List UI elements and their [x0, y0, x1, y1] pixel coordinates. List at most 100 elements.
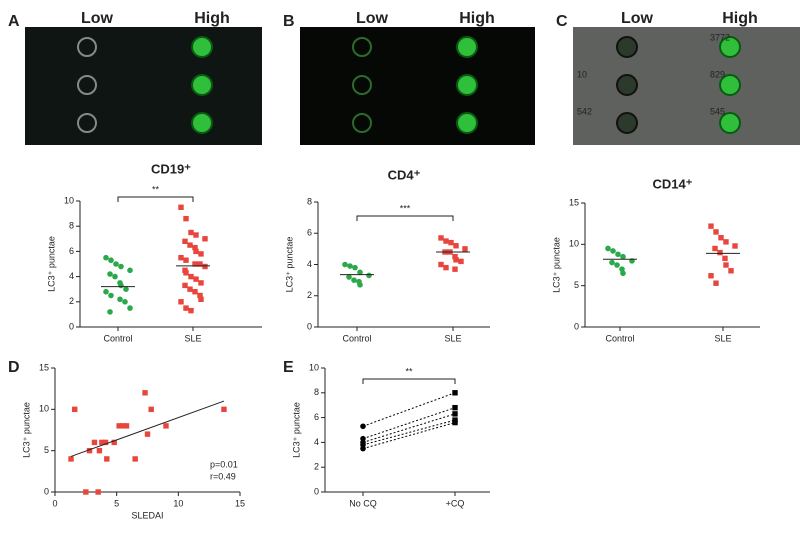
dot	[193, 276, 199, 282]
x-tick-label: SLE	[444, 333, 461, 343]
dot	[713, 229, 719, 235]
cell-low	[352, 37, 372, 57]
y-tick-label: 4	[314, 437, 319, 447]
dot	[452, 266, 458, 272]
y-tick-label: 10	[569, 239, 579, 249]
y-tick-label: 10	[309, 362, 319, 372]
image-label: High	[722, 10, 758, 27]
dot	[198, 296, 204, 302]
dot	[192, 244, 198, 251]
micrograph	[573, 27, 800, 145]
dot	[103, 288, 109, 295]
dot	[453, 243, 459, 249]
y-tick-label: 4	[307, 259, 312, 269]
dot	[723, 262, 729, 268]
cell-low	[352, 113, 372, 133]
cell-low	[77, 37, 97, 57]
point	[452, 411, 458, 417]
dot	[202, 236, 208, 242]
x-tick-label: Control	[103, 333, 132, 343]
pair-line	[362, 413, 456, 443]
dot	[722, 255, 728, 262]
point	[102, 439, 109, 446]
dot	[117, 296, 123, 303]
y-tick-label: 0	[44, 486, 49, 496]
x-tick-label: SLE	[184, 333, 201, 343]
dot	[713, 280, 719, 286]
point	[68, 456, 74, 462]
dot	[357, 269, 363, 276]
x-tick-label: No CQ	[349, 498, 377, 508]
image-text: 3772	[710, 32, 730, 42]
significance-bracket	[356, 215, 454, 221]
dot	[193, 248, 199, 255]
y-tick-label: 2	[314, 462, 319, 472]
y-tick-label: 10	[39, 404, 49, 414]
dot	[183, 257, 189, 263]
point	[452, 390, 458, 396]
image-text: 829	[710, 69, 725, 79]
dot	[127, 267, 133, 274]
dot	[182, 238, 188, 245]
cell-high	[456, 74, 478, 96]
dot	[198, 280, 204, 286]
significance-label: ***	[400, 203, 411, 213]
image-label: Low	[356, 10, 389, 27]
dot	[614, 262, 620, 268]
point	[360, 423, 366, 430]
dot	[620, 270, 626, 277]
annotation: r=0.49	[210, 471, 236, 481]
x-tick-label: 5	[114, 498, 119, 508]
dot	[728, 268, 734, 274]
pair-line	[362, 407, 456, 440]
y-tick-label: 0	[574, 321, 579, 331]
dot	[118, 282, 124, 289]
dot	[443, 238, 449, 244]
dot	[620, 253, 626, 260]
dot	[712, 245, 718, 252]
pair-line	[362, 422, 456, 450]
point	[221, 406, 227, 413]
y-tick-label: 4	[69, 271, 74, 281]
y-axis-label: LC3⁺ punctae	[21, 402, 31, 458]
x-tick-label: 0	[52, 498, 57, 508]
chart-title: CD14⁺	[652, 176, 692, 191]
point	[120, 423, 126, 429]
dot	[108, 257, 114, 264]
point	[144, 431, 151, 437]
y-tick-label: 6	[314, 412, 319, 422]
dot	[708, 273, 714, 279]
dot	[107, 271, 113, 277]
cell-high	[456, 112, 478, 134]
cell-high	[191, 36, 213, 58]
dot	[453, 257, 459, 263]
dot	[108, 292, 114, 299]
y-tick-label: 10	[64, 195, 74, 205]
image-label: Low	[621, 10, 654, 27]
dot	[448, 239, 454, 246]
dot	[182, 282, 188, 289]
cell-low	[616, 36, 638, 58]
dot	[609, 259, 615, 266]
y-tick-label: 8	[307, 196, 312, 206]
dot	[438, 235, 444, 241]
image-text: 545	[710, 106, 725, 116]
x-tick-label: +CQ	[446, 498, 465, 508]
micrograph	[300, 27, 535, 145]
dot	[122, 299, 128, 305]
significance-bracket	[117, 196, 194, 202]
dot	[192, 261, 198, 267]
y-tick-label: 5	[44, 445, 49, 455]
point	[72, 406, 78, 413]
point	[163, 423, 169, 429]
cell-high	[719, 74, 741, 96]
dot	[103, 254, 109, 261]
point	[104, 456, 110, 462]
x-axis-label: SLEDAI	[131, 510, 163, 520]
cell-low	[77, 75, 97, 95]
dot	[112, 273, 118, 280]
y-axis-label: LC3⁺ punctae	[46, 236, 56, 292]
point	[95, 489, 101, 495]
image-label: High	[194, 10, 230, 27]
dot	[193, 232, 199, 238]
